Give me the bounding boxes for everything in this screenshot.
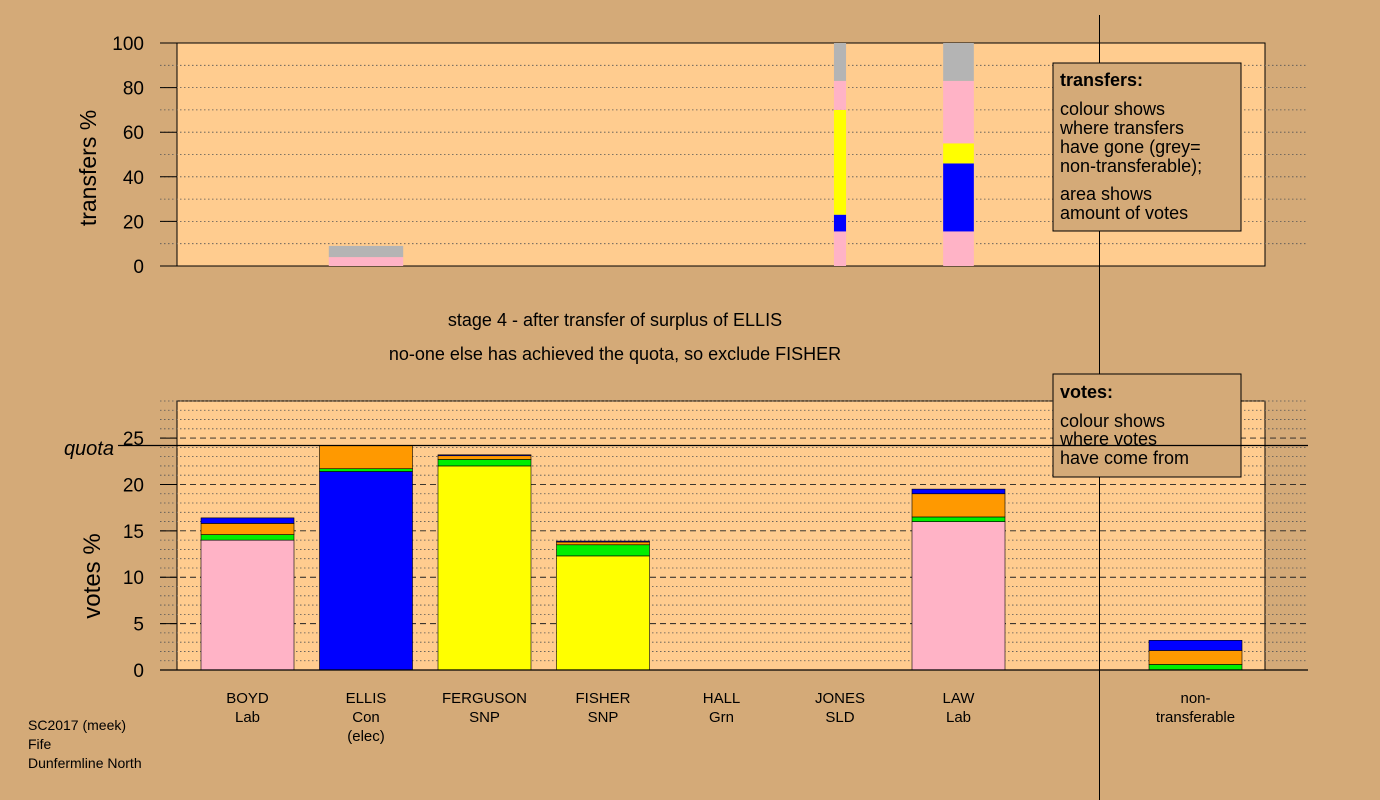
transfers-legend-line: area shows — [1060, 184, 1152, 204]
votes-legend-line: have come from — [1060, 448, 1189, 468]
vote-segment-sld — [556, 541, 650, 546]
vote-segment-grn — [556, 544, 650, 557]
votes-legend-line: colour shows — [1060, 411, 1165, 431]
transfer-segment-nontransferable — [943, 43, 974, 81]
stage-line-1: stage 4 - after transfer of surplus of E… — [448, 310, 782, 330]
candidate-label: Con — [352, 709, 380, 726]
votes-tick-label: 5 — [133, 615, 144, 636]
transfers-legend-line: where transfers — [1059, 118, 1184, 138]
candidate-label: FISHER — [575, 690, 630, 707]
candidate-label: HALL — [703, 690, 741, 707]
transfer-segment-lab — [943, 80, 974, 144]
footer-ward: Dunfermline North — [28, 755, 142, 771]
vote-segment-grn — [200, 534, 295, 541]
vote-segment-lab — [911, 521, 1006, 671]
transfer-segment-lab — [833, 80, 847, 110]
candidate-label: BOYD — [226, 690, 269, 707]
transfer-segment-snp — [943, 143, 974, 164]
candidate-label: (elec) — [347, 728, 385, 745]
vote-segment-sld — [437, 455, 532, 460]
candidate-label: Lab — [235, 709, 260, 726]
transfer-segment-con — [943, 163, 974, 232]
transfers-legend-line: non-transferable); — [1060, 156, 1202, 176]
vote-segment-con — [911, 488, 1006, 495]
vote-segment-con — [556, 540, 650, 543]
votes-tick-label: 10 — [123, 568, 144, 589]
candidate-label: non- — [1180, 690, 1210, 707]
transfers-legend-line: amount of votes — [1060, 203, 1188, 223]
votes-tick-label: 15 — [123, 522, 144, 543]
votes-tick-label: 25 — [123, 429, 144, 450]
transfer-segment-snp — [833, 109, 847, 215]
vote-segment-sld — [1148, 650, 1243, 665]
candidate-label: Grn — [709, 709, 734, 726]
candidate-label: Lab — [946, 709, 971, 726]
vote-segment-con — [319, 471, 413, 671]
votes-y-axis-label: votes % — [79, 533, 106, 618]
votes-legend-line: where votes — [1059, 429, 1157, 449]
votes-legend-title: votes: — [1060, 382, 1113, 402]
votes-tick-label: 0 — [133, 661, 144, 682]
transfer-segment-lab — [833, 231, 847, 266]
transfers-tick-label: 40 — [123, 168, 144, 189]
transfer-segment-con — [833, 214, 847, 232]
candidate-label: SLD — [825, 709, 854, 726]
vote-segment-sld — [911, 493, 1006, 518]
transfer-segment-nontransferable — [328, 245, 404, 258]
candidate-label: LAW — [943, 690, 976, 707]
vote-segment-con — [437, 454, 532, 457]
quota-label: quota — [64, 438, 114, 460]
vote-segment-lab — [200, 539, 295, 671]
transfers-tick-label: 20 — [123, 212, 144, 233]
transfers-legend-line: colour shows — [1060, 99, 1165, 119]
vote-segment-grn — [319, 468, 413, 472]
transfers-legend-line: have gone (grey= — [1060, 137, 1201, 157]
candidate-label: ELLIS — [346, 690, 387, 707]
candidate-label: FERGUSON — [442, 690, 527, 707]
vote-segment-grn — [437, 459, 532, 467]
candidate-label: SNP — [588, 709, 619, 726]
vote-segment-snp — [437, 465, 532, 671]
stage-line-2: no-one else has achieved the quota, so e… — [389, 344, 841, 364]
footer-election: SC2017 (meek) — [28, 717, 126, 733]
transfers-tick-label: 100 — [112, 34, 144, 55]
transfers-legend: transfers: colour shows where transfers … — [1052, 62, 1242, 232]
footer-council: Fife — [28, 736, 52, 752]
transfers-tick-label: 80 — [123, 79, 144, 100]
transfers-legend-title: transfers: — [1060, 70, 1143, 90]
vote-segment-grn — [911, 516, 1006, 522]
transfer-segment-nontransferable — [833, 43, 847, 81]
vote-segment-snp — [556, 555, 650, 671]
vote-segment-con — [200, 517, 295, 524]
candidate-label: JONES — [815, 690, 865, 707]
transfers-y-axis-label: transfers % — [75, 110, 101, 226]
vote-segment-sld — [319, 445, 413, 470]
vote-segment-sld — [200, 523, 295, 535]
votes-tick-label: 20 — [123, 475, 144, 496]
candidate-label: SNP — [469, 709, 500, 726]
vote-segment-grn — [1148, 664, 1243, 671]
vote-segment-con — [1148, 640, 1243, 651]
transfers-tick-label: 60 — [123, 123, 144, 144]
votes-legend: votes: colour shows where votes have com… — [1052, 373, 1242, 478]
transfer-segment-lab — [943, 231, 974, 266]
transfers-tick-label: 0 — [133, 257, 144, 278]
candidate-label: transferable — [1156, 709, 1235, 726]
transfer-segment-lab — [328, 257, 404, 266]
